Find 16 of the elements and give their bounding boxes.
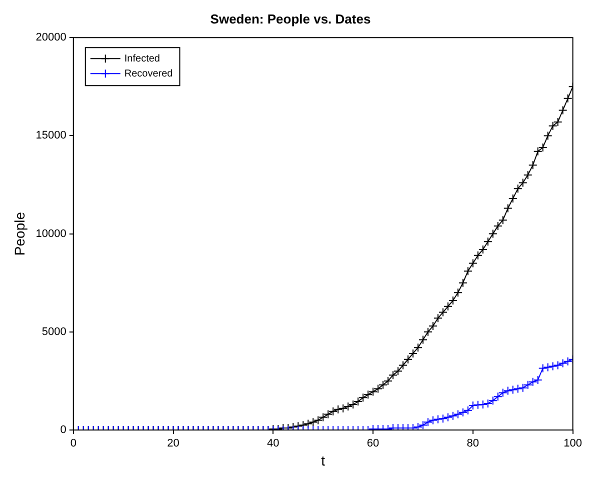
x-tick-label: 0 — [70, 438, 76, 450]
y-tick-label: 10000 — [36, 228, 66, 240]
y-tick-label: 20000 — [36, 32, 66, 44]
x-tick-label: 40 — [267, 438, 280, 450]
chart-title: Sweden: People vs. Dates — [210, 11, 371, 26]
x-tick-label: 20 — [167, 438, 180, 450]
y-tick-label: 0 — [60, 424, 66, 436]
y-tick-label: 15000 — [36, 130, 66, 142]
x-tick-label: 80 — [466, 438, 480, 450]
x-axis-title: t — [321, 452, 326, 468]
y-tick-label: 5000 — [42, 326, 66, 338]
legend-label: Recovered — [124, 68, 173, 80]
x-tick-label: 60 — [366, 438, 380, 450]
y-axis-title: People — [11, 212, 28, 256]
x-tick-label: 100 — [564, 438, 582, 450]
legend-label: Infected — [124, 53, 160, 64]
